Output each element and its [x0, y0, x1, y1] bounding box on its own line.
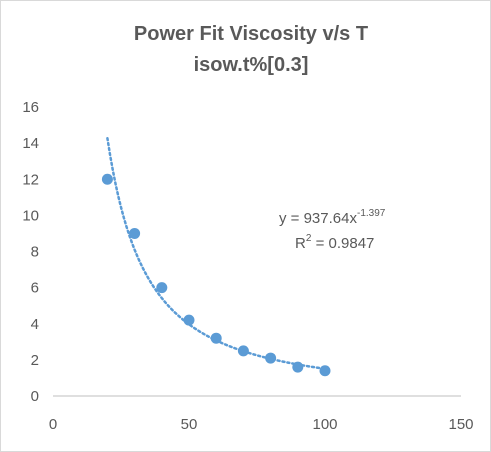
r-squared-label: R2 = 0.9847 — [295, 233, 374, 252]
y-tick-label: 8 — [31, 244, 39, 261]
data-point — [265, 352, 277, 364]
x-axis-ticks: 0 50 100 150 — [49, 416, 474, 433]
data-point — [292, 361, 304, 373]
y-tick-label: 16 — [22, 99, 39, 116]
y-tick-label: 12 — [22, 171, 39, 188]
data-point — [319, 365, 331, 377]
data-point — [101, 173, 113, 185]
equation-exponent: -1.397 — [357, 208, 386, 219]
x-tick-label: 100 — [312, 416, 337, 433]
data-point — [156, 282, 168, 294]
data-point — [183, 314, 195, 326]
y-axis-ticks: 0 2 4 6 8 10 12 14 16 — [22, 99, 39, 405]
data-points — [101, 173, 331, 377]
y-tick-label: 6 — [31, 280, 39, 297]
data-point — [210, 332, 222, 344]
x-tick-label: 50 — [181, 416, 198, 433]
r-squared-sup: 2 — [306, 233, 312, 244]
data-point — [237, 345, 249, 357]
y-tick-label: 14 — [22, 135, 39, 152]
y-tick-label: 0 — [31, 388, 39, 405]
x-tick-label: 0 — [49, 416, 57, 433]
data-point — [129, 227, 141, 239]
chart-title-line1: Power Fit Viscosity v/s T — [134, 23, 368, 45]
trendline-equation: y = 937.64x-1.397 — [279, 208, 386, 227]
chart-title-line2: isow.t%[0.3] — [194, 54, 309, 76]
r-squared-prefix: R — [295, 235, 306, 252]
equation-prefix: y = 937.64x — [279, 210, 357, 227]
y-tick-label: 10 — [22, 207, 39, 224]
r-squared-value: = 0.9847 — [311, 235, 374, 252]
x-tick-label: 150 — [448, 416, 473, 433]
y-tick-label: 2 — [31, 352, 39, 369]
y-tick-label: 4 — [31, 316, 39, 333]
